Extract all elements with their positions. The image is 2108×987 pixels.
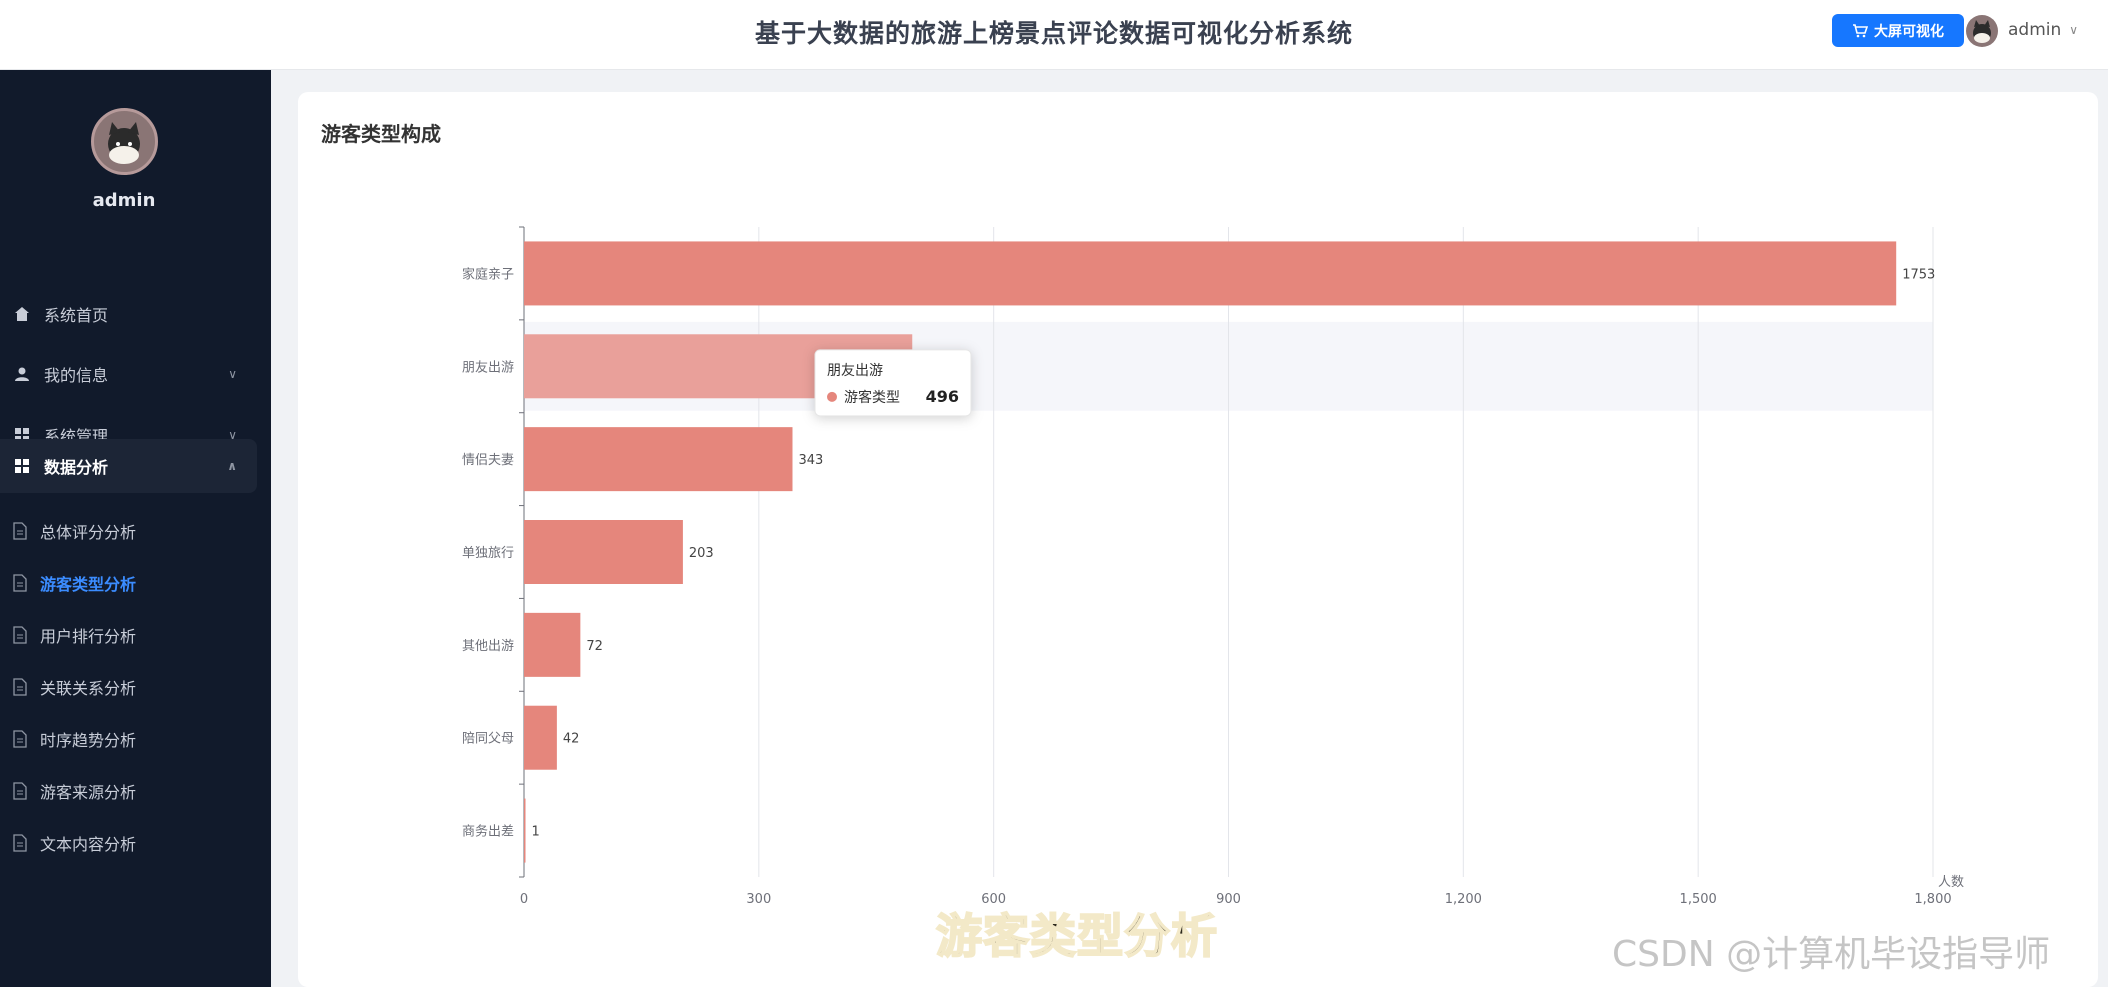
sidebar-item-data-analysis[interactable]: 数据分析 ∧ bbox=[0, 439, 257, 493]
big-screen-button[interactable]: 大屏可视化 bbox=[1832, 14, 1964, 47]
sidebar-sub-label: 关联关系分析 bbox=[40, 679, 137, 698]
y-category-label: 其他出游 bbox=[462, 639, 514, 654]
tooltip-box bbox=[814, 349, 972, 417]
sidebar-sub-visitor-source[interactable]: 游客来源分析 bbox=[0, 769, 257, 813]
card-title: 游客类型构成 bbox=[321, 122, 441, 146]
bar bbox=[524, 241, 1897, 306]
sidebar-item-label: 数据分析 bbox=[44, 458, 109, 477]
x-tick-label: 600 bbox=[981, 892, 1006, 907]
sidebar-sub-label: 时序趋势分析 bbox=[40, 731, 137, 750]
document-icon bbox=[13, 834, 27, 852]
sidebar-item-my-info[interactable]: 我的信息 ∨ bbox=[0, 347, 257, 401]
tooltip-category: 朋友出游 bbox=[827, 363, 883, 379]
y-category-label: 陪同父母 bbox=[462, 732, 514, 747]
sidebar-item-home[interactable]: 系统首页 bbox=[0, 287, 257, 341]
avatar-cat-icon bbox=[1973, 20, 1991, 43]
bar-value-label: 72 bbox=[586, 639, 603, 654]
bar bbox=[524, 520, 683, 584]
sidebar-item-label: 系统首页 bbox=[44, 306, 109, 325]
sidebar-username: admin bbox=[92, 190, 156, 211]
video-caption: 游客类型分析 bbox=[935, 908, 1218, 964]
chart-card: 游客类型构成 0 300 600 900 1,200 1,500 1,800 1753 家庭亲子… bbox=[298, 92, 2098, 987]
bar-value-label: 1753 bbox=[1902, 267, 1935, 282]
chevron-down-icon: ∨ bbox=[228, 367, 237, 381]
x-tick-label: 300 bbox=[746, 892, 771, 907]
avatar-cat-icon bbox=[108, 122, 140, 164]
sidebar-item-label: 我的信息 bbox=[44, 366, 109, 385]
y-category-label: 单独旅行 bbox=[462, 546, 514, 561]
grid-icon bbox=[12, 456, 32, 476]
document-icon bbox=[13, 782, 27, 800]
x-tick-label: 1,200 bbox=[1445, 892, 1482, 907]
sidebar-sub-text-content[interactable]: 文本内容分析 bbox=[0, 821, 257, 865]
x-tick-label: 1,500 bbox=[1680, 892, 1717, 907]
sidebar-sub-label: 总体评分分析 bbox=[40, 523, 137, 542]
bar-value-label: 343 bbox=[798, 453, 823, 468]
csdn-watermark: CSDN @计算机毕设指导师 bbox=[1612, 934, 2051, 975]
bar-value-label: 1 bbox=[532, 825, 540, 840]
user-icon bbox=[12, 364, 32, 384]
big-screen-label: 大屏可视化 bbox=[1874, 23, 1944, 40]
bar bbox=[524, 427, 793, 492]
document-icon bbox=[13, 730, 27, 748]
bar bbox=[524, 798, 526, 863]
bar bbox=[524, 612, 581, 677]
chevron-down-icon: ∨ bbox=[228, 428, 237, 442]
sidebar-sub-label: 游客来源分析 bbox=[40, 783, 137, 802]
header-avatar[interactable] bbox=[1966, 15, 1998, 47]
chevron-down-icon: ∨ bbox=[2069, 23, 2079, 37]
bar-value-label: 42 bbox=[563, 732, 580, 747]
document-icon bbox=[13, 678, 27, 696]
x-axis-label: 人数 bbox=[1938, 875, 1964, 890]
app-title: 基于大数据的旅游上榜景点评论数据可视化分析系统 bbox=[754, 19, 1353, 48]
sidebar-sub-association[interactable]: 关联关系分析 bbox=[0, 665, 257, 709]
sidebar-sub-time-trend[interactable]: 时序趋势分析 bbox=[0, 717, 257, 761]
document-icon bbox=[13, 574, 27, 592]
header-username: admin bbox=[2008, 20, 2062, 40]
visitor-type-bar-chart[interactable]: 03006009001,2001,5001,8001753家庭亲子496朋友出游… bbox=[298, 92, 2098, 987]
document-icon bbox=[13, 626, 27, 644]
chevron-up-icon: ∧ bbox=[227, 459, 237, 473]
sidebar-sub-overall-rating[interactable]: 总体评分分析 bbox=[0, 509, 257, 553]
user-menu[interactable]: admin ∨ bbox=[2008, 20, 2078, 40]
y-category-label: 情侣夫妻 bbox=[462, 453, 514, 468]
x-tick-label: 0 bbox=[520, 892, 528, 907]
x-tick-label: 1,800 bbox=[1914, 892, 1951, 907]
y-category-label: 家庭亲子 bbox=[462, 266, 514, 282]
tooltip-series: 游客类型 bbox=[844, 389, 900, 406]
top-header: 基于大数据的旅游上榜景点评论数据可视化分析系统 大屏可视化 admin ∨ bbox=[0, 0, 2108, 70]
x-tick-label: 900 bbox=[1216, 892, 1241, 907]
sidebar-sub-user-ranking[interactable]: 用户排行分析 bbox=[0, 613, 257, 657]
document-icon bbox=[13, 522, 27, 540]
bar bbox=[524, 705, 557, 770]
sidebar-sub-label: 文本内容分析 bbox=[40, 835, 137, 854]
sidebar-sub-label: 游客类型分析 bbox=[40, 575, 137, 594]
home-icon bbox=[12, 304, 32, 324]
y-category-label: 商务出差 bbox=[462, 824, 514, 840]
bar-value-label: 203 bbox=[689, 546, 714, 561]
sidebar-sub-visitor-type[interactable]: 游客类型分析 bbox=[0, 561, 257, 605]
sidebar: admin 系统首页 我的信息 ∨ 系统管理 ∨ 数据分析 ∧ 总体评分分析 游… bbox=[0, 70, 271, 987]
sidebar-avatar bbox=[91, 108, 158, 175]
sidebar-sub-label: 用户排行分析 bbox=[40, 627, 137, 646]
tooltip-marker bbox=[827, 391, 837, 402]
y-category-label: 朋友出游 bbox=[462, 359, 514, 375]
cart-icon bbox=[1853, 23, 1868, 37]
tooltip-value: 496 bbox=[926, 387, 959, 406]
